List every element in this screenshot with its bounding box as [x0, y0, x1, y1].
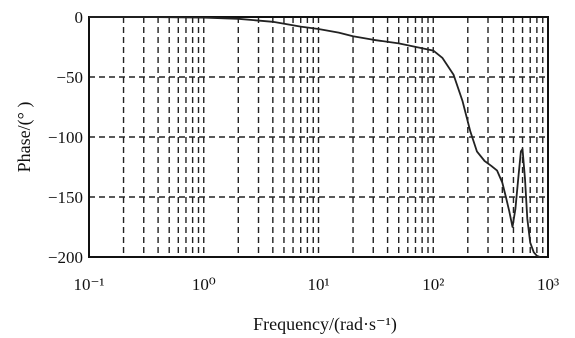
y-tick-label: −150 [48, 188, 83, 207]
x-tick-label: 10⁰ [192, 275, 216, 294]
x-tick-label: 10⁻¹ [73, 275, 104, 294]
x-tick-label: 10³ [537, 275, 559, 294]
grid [89, 17, 548, 257]
ticks: 10⁻¹ 10⁰ 10¹ 10² 10³ 0 −50 −100 −150 −200 [48, 8, 559, 294]
phase-series-line [89, 16, 541, 258]
y-axis-label: Phase/(° ) [14, 102, 35, 173]
plot-frame [88, 16, 549, 258]
x-tick-label: 10² [422, 275, 444, 294]
x-tick-label: 10¹ [307, 275, 329, 294]
y-tick-label: −200 [48, 248, 83, 267]
y-tick-label: −50 [56, 68, 83, 87]
x-axis-label: Frequency/(rad·s⁻¹) [253, 314, 397, 335]
y-tick-label: −100 [48, 128, 83, 147]
series-layer [89, 16, 541, 258]
y-tick-label: 0 [75, 8, 84, 27]
